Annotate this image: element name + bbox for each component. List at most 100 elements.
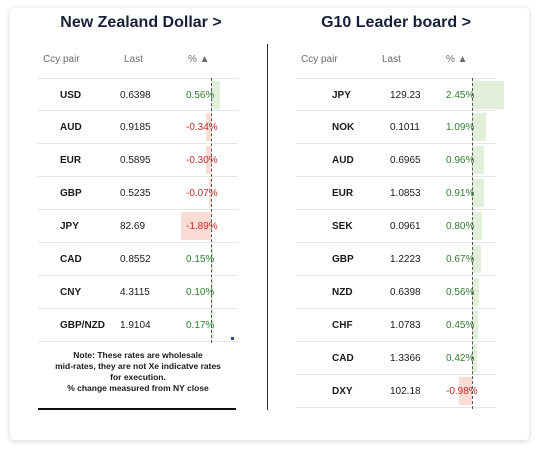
rate-row-cad[interactable]: CAD 1.3366 0.42% [296,342,496,375]
rate-row-aud[interactable]: AUD 0.9185 -0.34% [38,111,238,144]
change-bar [209,179,211,207]
last-rate: 0.8552 [120,254,151,265]
change-bar [211,311,214,339]
currency-pair: CNY [60,287,82,298]
change-bar [472,179,484,207]
last-rate: 102.18 [390,386,421,397]
change-bar [206,146,211,174]
rate-row-usd[interactable]: USD 0.6398 0.56% [38,78,238,111]
last-rate: 0.6398 [390,287,421,298]
rate-row-gbp[interactable]: GBP 0.5235 -0.07% [38,177,238,210]
currency-pair: EUR [332,188,354,199]
last-rate: 0.5895 [120,155,151,166]
rate-row-nok[interactable]: NOK 0.1011 1.09% [296,111,496,144]
change-bar [459,377,472,405]
last-rate: 1.0853 [390,188,421,199]
change-bar [211,245,214,273]
rate-row-gbp[interactable]: GBP 1.2223 0.67% [296,243,496,276]
rate-row-eur[interactable]: EUR 0.5895 -0.30% [38,144,238,177]
rate-row-gbp-nzd[interactable]: GBP/NZD 1.9104 0.17% [38,309,238,342]
header-ccy-pair[interactable]: Ccy pair [301,54,338,65]
note-line: % change measured from NY close [67,383,209,393]
last-rate: 1.9104 [120,320,151,331]
currency-pair: JPY [332,90,351,101]
nzd-rates-table: USD 0.6398 0.56% AUD 0.9185 -0.34% EUR 0.5895 -0… [38,78,238,342]
percent-change: -0.30% [186,155,218,166]
currency-pair: CAD [60,254,82,265]
change-bar [472,245,481,273]
percent-change: 1.09% [446,122,475,133]
panel-divider [267,44,268,410]
rate-row-nzd[interactable]: NZD 0.6398 0.56% [296,276,496,309]
header-last[interactable]: Last [382,54,401,65]
percent-change: -0.34% [186,122,218,133]
percent-change: 0.67% [446,254,475,265]
last-rate: 0.1011 [390,122,420,133]
note-line: Note: These rates are wholesale [73,350,203,360]
nzd-panel-title-link[interactable]: New Zealand Dollar > [60,14,222,31]
rate-row-sek[interactable]: SEK 0.0961 0.80% [296,210,496,243]
percent-change: -0.98% [446,386,478,397]
change-bar [472,146,485,174]
last-rate: 1.3366 [390,353,421,364]
percent-change: 0.96% [446,155,475,166]
last-rate: 0.9185 [120,122,151,133]
header-last[interactable]: Last [124,54,143,65]
change-bar [472,113,487,141]
currency-pair: NZD [332,287,353,298]
last-rate: 129.23 [390,90,421,101]
currency-pair: GBP/NZD [60,320,105,331]
change-bar [205,113,211,141]
last-rate: 1.2223 [390,254,421,265]
last-rate: 0.0961 [390,221,421,232]
currency-pair: SEK [332,221,353,232]
zero-axis-line [472,78,473,409]
rate-row-eur[interactable]: EUR 1.0853 0.91% [296,177,496,210]
currency-pair: NOK [332,122,355,133]
rate-row-cad[interactable]: CAD 0.8552 0.15% [38,243,238,276]
currency-pair: AUD [60,122,82,133]
g10-table-header: Ccy pair Last % ▲ [296,54,496,74]
rate-row-cny[interactable]: CNY 4.3115 0.10% [38,276,238,309]
currency-pair: EUR [60,155,82,166]
percent-change: 0.56% [186,90,215,101]
percent-change: 0.80% [446,221,475,232]
percent-change: 0.45% [446,320,475,331]
change-bar [472,212,483,240]
currency-pair: DXY [332,386,353,397]
currency-pair: JPY [60,221,79,232]
note-line: mid-rates, they are not Xe indicatve rat… [55,361,221,371]
currency-pair: USD [60,90,82,101]
last-rate: 0.6965 [390,155,421,166]
header-percent-sort[interactable]: % ▲ [446,54,468,65]
last-rate: 0.5235 [120,188,151,199]
change-bar [472,311,478,339]
nzd-table-header: Ccy pair Last % ▲ [38,54,238,74]
g10-panel-title-link[interactable]: G10 Leader board > [321,14,471,31]
percent-change: 0.42% [446,353,475,364]
change-bar [211,81,220,109]
change-bar [180,212,211,240]
header-ccy-pair[interactable]: Ccy pair [43,54,80,65]
change-bar [472,278,480,306]
header-percent-sort[interactable]: % ▲ [188,54,210,65]
rate-row-jpy[interactable]: JPY 82.69 -1.89% [38,210,238,243]
last-rate: 1.0783 [390,320,421,331]
rate-row-jpy[interactable]: JPY 129.23 2.45% [296,78,504,111]
rate-row-aud[interactable]: AUD 0.6965 0.96% [296,144,496,177]
percent-change: 0.15% [186,254,215,265]
percent-change: -0.07% [186,188,218,199]
currency-pair: GBP [332,254,354,265]
last-rate: 0.6398 [120,90,151,101]
currency-widget-card: New Zealand Dollar > Ccy pair Last % ▲ U… [10,8,529,440]
percent-change: -1.89% [186,221,218,232]
percent-change: 0.56% [446,287,475,298]
percent-change: 0.10% [186,287,215,298]
currency-pair: GBP [60,188,82,199]
resize-corner-icon [231,337,234,340]
rate-row-dxy[interactable]: DXY 102.18 -0.98% [296,375,496,408]
currency-pair: CAD [332,353,354,364]
rate-row-chf[interactable]: CHF 1.0783 0.45% [296,309,496,342]
percent-change: 2.45% [446,90,475,101]
note-underline-divider [38,408,236,410]
